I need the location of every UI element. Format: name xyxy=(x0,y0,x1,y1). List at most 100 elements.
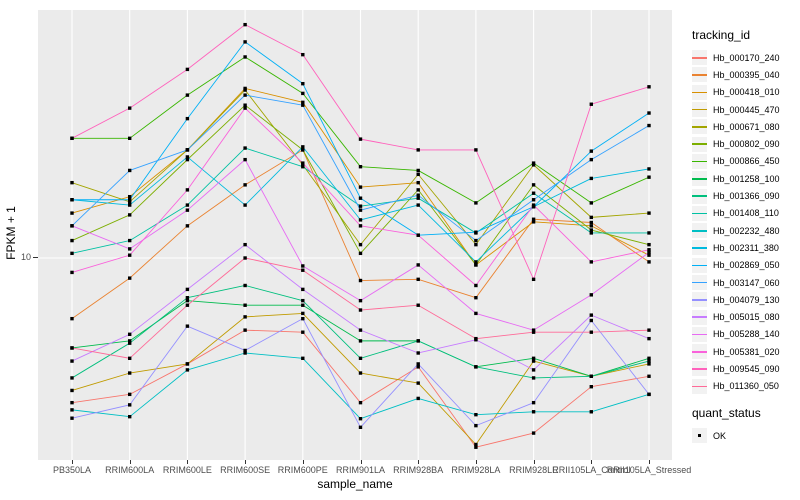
data-point xyxy=(416,339,420,343)
data-point xyxy=(589,410,593,414)
data-point xyxy=(70,346,74,350)
data-point xyxy=(128,392,132,397)
data-point xyxy=(531,410,536,414)
data-point xyxy=(531,368,536,372)
data-point xyxy=(70,359,74,363)
data-point xyxy=(647,248,651,252)
x-tick-label: RRIM600LE xyxy=(162,465,212,475)
data-point xyxy=(647,392,651,397)
data-point xyxy=(301,311,305,316)
legend-item-label: Hb_005381_020 xyxy=(713,346,780,357)
data-point xyxy=(243,183,247,187)
data-point xyxy=(531,191,536,195)
data-point xyxy=(128,356,132,361)
line-swatch-icon xyxy=(692,205,707,221)
legend-item-label: Hb_000866_450 xyxy=(713,156,780,167)
legend-item-Hb_000802_090: Hb_000802_090 xyxy=(692,135,798,152)
data-point xyxy=(647,167,651,171)
data-point xyxy=(301,303,305,307)
data-point xyxy=(243,40,247,44)
data-point xyxy=(416,188,420,192)
x-tick-label: PB350LA xyxy=(52,465,92,475)
legend-item-label: Hb_011360_050 xyxy=(713,381,779,392)
line-swatch-icon xyxy=(692,292,707,308)
data-point xyxy=(185,203,190,207)
x-tick-mark xyxy=(533,460,535,464)
data-point xyxy=(416,362,420,366)
data-point xyxy=(301,145,305,149)
y-tick-label: 10 xyxy=(20,252,31,262)
legend-item-Hb_002311_380: Hb_002311_380 xyxy=(692,239,798,256)
data-point xyxy=(70,316,74,321)
data-point xyxy=(301,330,305,334)
x-tick-mark xyxy=(475,460,477,464)
data-point xyxy=(647,374,651,378)
legend-item-Hb_000418_010: Hb_000418_010 xyxy=(692,84,798,101)
data-point xyxy=(358,218,363,222)
data-point xyxy=(185,224,190,228)
data-point xyxy=(474,242,478,247)
line-swatch-icon xyxy=(692,257,707,273)
data-point xyxy=(647,336,651,341)
data-point xyxy=(358,137,363,141)
x-tick-label: RRIM928LE xyxy=(509,465,559,475)
plot-canvas xyxy=(38,10,672,460)
data-point xyxy=(243,88,247,92)
data-point xyxy=(416,277,420,282)
legend-item-label: Hb_001258_100 xyxy=(713,173,780,184)
line-swatch-icon xyxy=(692,188,707,204)
data-point xyxy=(416,381,420,385)
data-point xyxy=(128,238,132,243)
data-point xyxy=(474,230,478,234)
line-swatch-icon xyxy=(692,102,707,118)
data-point xyxy=(589,149,593,153)
data-point xyxy=(589,176,593,181)
x-tick-mark xyxy=(245,460,247,464)
data-point xyxy=(128,341,132,345)
data-point xyxy=(185,287,190,292)
data-point xyxy=(647,242,651,247)
data-point xyxy=(531,198,536,202)
data-point xyxy=(474,283,478,288)
data-point xyxy=(301,81,305,86)
x-tick-label: RRIM600SE xyxy=(220,465,271,475)
data-point xyxy=(301,165,305,169)
data-point xyxy=(243,203,247,207)
line-swatch-icon xyxy=(692,240,707,256)
data-point xyxy=(243,242,247,247)
data-point xyxy=(243,348,247,353)
data-point xyxy=(474,445,478,449)
data-point xyxy=(589,220,593,225)
data-point xyxy=(70,251,74,256)
data-point xyxy=(185,188,190,192)
data-point xyxy=(128,203,132,207)
legend-item-Hb_000445_470: Hb_000445_470 xyxy=(692,101,798,118)
legend-item-Hb_001408_110: Hb_001408_110 xyxy=(692,205,798,222)
data-point xyxy=(531,400,536,405)
filled-square-icon xyxy=(692,428,707,444)
color-legend-title: tracking_id xyxy=(692,28,751,42)
data-point xyxy=(243,22,247,27)
legend-item-Hb_005288_140: Hb_005288_140 xyxy=(692,326,798,343)
data-point xyxy=(243,283,247,288)
data-point xyxy=(185,93,190,97)
data-point xyxy=(416,263,420,267)
data-point xyxy=(243,328,247,332)
data-point xyxy=(128,247,132,251)
legend-item-label: Hb_001366_090 xyxy=(713,191,780,202)
data-point xyxy=(589,228,593,232)
data-point xyxy=(243,351,247,355)
data-point xyxy=(589,201,593,205)
data-point xyxy=(358,356,363,361)
data-point xyxy=(128,198,132,202)
data-point xyxy=(128,371,132,375)
x-tick-mark xyxy=(360,460,362,464)
legend-item-Hb_005015_080: Hb_005015_080 xyxy=(692,308,798,325)
data-point xyxy=(128,332,132,336)
data-point xyxy=(416,172,420,177)
data-point xyxy=(301,287,305,292)
data-point xyxy=(358,242,363,247)
line-swatch-icon xyxy=(692,361,707,377)
data-point xyxy=(589,330,593,334)
x-tick-label: RRIM901LA xyxy=(335,465,386,475)
